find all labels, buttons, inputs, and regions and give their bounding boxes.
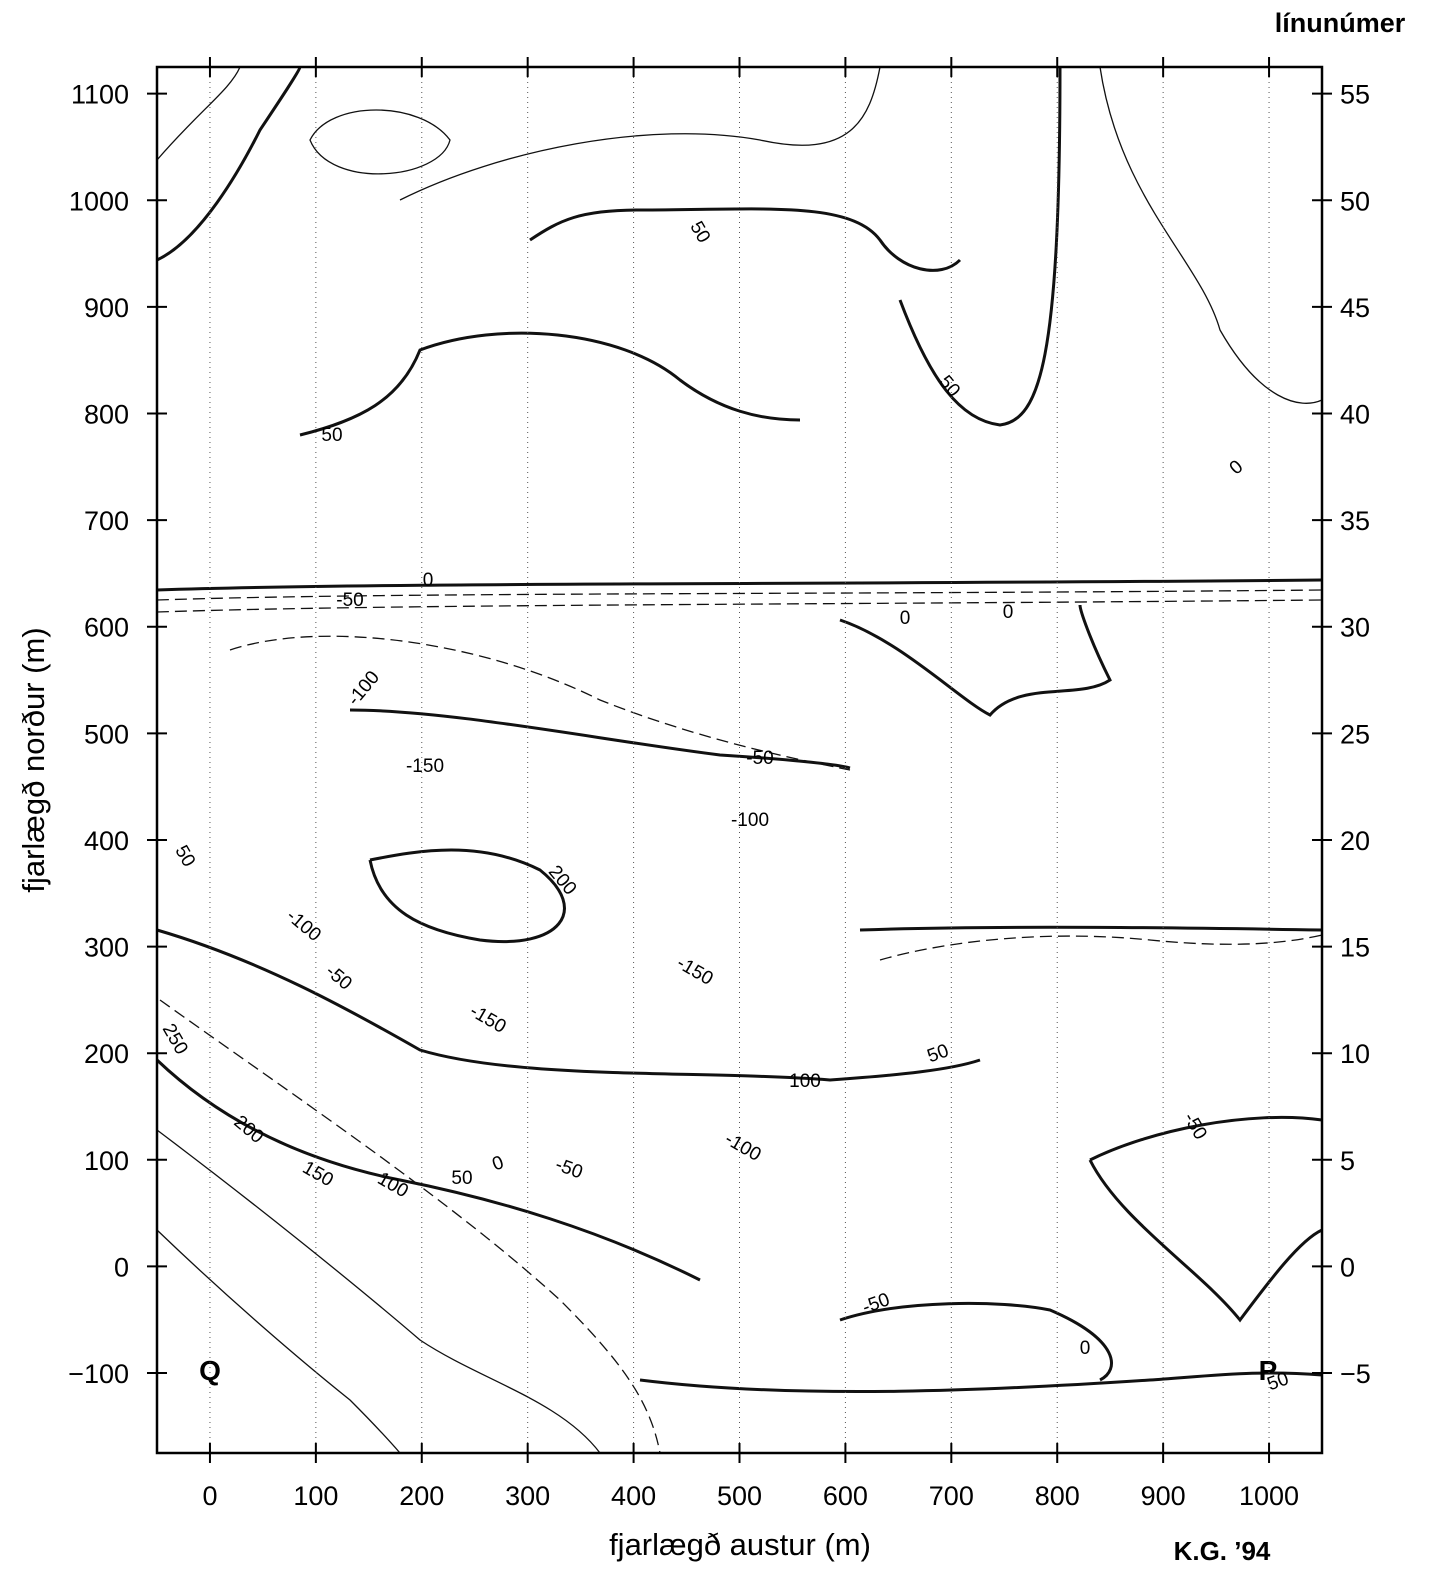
y-tick-label: 100 <box>84 1146 129 1176</box>
y-tick-label: 800 <box>84 400 129 430</box>
y2-tick-label: 50 <box>1340 186 1370 216</box>
y-axis-label: fjarlægð norður (m) <box>16 627 51 892</box>
x-tick-label: 300 <box>505 1481 550 1511</box>
y2-tick-label: 10 <box>1340 1039 1370 1069</box>
y-tick-label: 700 <box>84 506 129 536</box>
y2-tick-label: 0 <box>1340 1252 1355 1282</box>
contour-label: -50 <box>746 748 773 769</box>
x-tick-label: 500 <box>717 1481 762 1511</box>
contour-label: -100 <box>282 906 325 947</box>
y2-tick-label: 40 <box>1340 400 1370 430</box>
y-tick-label: 1000 <box>69 186 129 216</box>
point-label: P <box>1259 1355 1278 1386</box>
x-tick-label: 900 <box>1141 1481 1186 1511</box>
contour-label: 50 <box>170 842 199 871</box>
contour-label: -150 <box>466 1001 509 1038</box>
y2-tick-label: 20 <box>1340 826 1370 856</box>
y2-tick-label: 35 <box>1340 506 1370 536</box>
x-tick-label: 100 <box>293 1481 338 1511</box>
contour-label: 0 <box>1003 602 1014 623</box>
x-tick-label: 600 <box>823 1481 868 1511</box>
contour-label: -150 <box>673 953 716 990</box>
contour-decoration <box>155 66 1323 1454</box>
contour-label: 50 <box>934 372 964 402</box>
y2-tick-label: 45 <box>1340 293 1370 323</box>
y-tick-label: 600 <box>84 613 129 643</box>
contour-label: 50 <box>451 1168 472 1189</box>
contour-label: -150 <box>406 756 444 777</box>
y-tick-label: 500 <box>84 719 129 749</box>
x-tick-label: 400 <box>611 1481 656 1511</box>
contour-label: -50 <box>552 1154 585 1183</box>
contour-label: 100 <box>789 1071 821 1092</box>
y2-axis-label: línunúmer <box>1275 8 1406 38</box>
x-tick-label: 200 <box>399 1481 444 1511</box>
contour-label: -50 <box>860 1289 893 1318</box>
y2-tick-label: 25 <box>1340 719 1370 749</box>
contour-label: 200 <box>544 862 580 900</box>
contour-label: -50 <box>321 961 356 995</box>
contour-label: 200 <box>230 1112 268 1148</box>
y-tick-label: 300 <box>84 933 129 963</box>
y2-tick-label: 15 <box>1340 933 1370 963</box>
contour-label: 0 <box>1080 1338 1091 1359</box>
contour-label: -100 <box>344 667 385 710</box>
contour-label: 0 <box>1226 456 1248 479</box>
credit: K.G. ’94 <box>1174 1536 1271 1566</box>
y2-tick-label: 30 <box>1340 613 1370 643</box>
x-tick-label: 700 <box>929 1481 974 1511</box>
x-tick-label: 0 <box>202 1481 217 1511</box>
y-tick-label: 200 <box>84 1039 129 1069</box>
contour-label: 0 <box>490 1152 507 1175</box>
contour-label: 0 <box>423 570 434 591</box>
plot-frame <box>155 65 1324 1455</box>
contour-label: 100 <box>374 1168 412 1202</box>
x-tick-label: 800 <box>1035 1481 1080 1511</box>
contour-label: 50 <box>321 425 342 446</box>
contour-label: 50 <box>925 1040 952 1067</box>
point-label: Q <box>199 1355 221 1386</box>
y-tick-label: 1100 <box>71 80 129 110</box>
contour-label: 50 <box>685 218 714 247</box>
x-tick-label: 1000 <box>1239 1481 1299 1511</box>
y-tick-label: 400 <box>84 826 129 856</box>
y2-tick-label: 5 <box>1340 1146 1355 1176</box>
contour-label: 0 <box>900 608 911 629</box>
y-tick-label: −100 <box>68 1359 129 1389</box>
y-tick-label: 900 <box>84 293 129 323</box>
x-axis-label: fjarlægð austur (m) <box>609 1527 871 1562</box>
y-tick-label: 0 <box>114 1252 129 1282</box>
contour-label: -50 <box>336 590 363 611</box>
y2-tick-label: 55 <box>1340 80 1370 110</box>
contour-label: -100 <box>721 1129 764 1166</box>
contour-label: -100 <box>731 810 769 831</box>
y2-tick-label: −5 <box>1340 1359 1371 1389</box>
contour-label: -50 <box>1179 1109 1211 1143</box>
